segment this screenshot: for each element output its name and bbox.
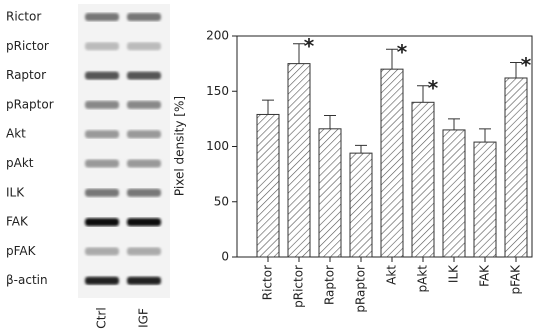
error-bar bbox=[386, 48, 398, 70]
blot-band bbox=[85, 188, 119, 197]
x-tick-label: Akt bbox=[385, 265, 399, 285]
y-tick-label: 50 bbox=[214, 194, 229, 208]
lane-label: Ctrl bbox=[95, 307, 109, 328]
blot-band bbox=[85, 42, 119, 51]
blot-band bbox=[85, 13, 119, 21]
error-bar bbox=[324, 115, 336, 129]
y-tick-label: 150 bbox=[206, 84, 229, 98]
blot-band bbox=[85, 218, 119, 227]
x-tick-label: pAkt bbox=[416, 265, 430, 293]
error-bar bbox=[510, 62, 522, 78]
blot-row-label: pAkt bbox=[6, 156, 34, 170]
blot-row-label: pFAK bbox=[6, 244, 37, 258]
blot-band bbox=[127, 71, 161, 80]
bar bbox=[473, 141, 497, 258]
bar bbox=[504, 77, 528, 258]
bar bbox=[318, 128, 342, 258]
significance-mark: * bbox=[428, 76, 439, 100]
significance-mark: * bbox=[397, 40, 408, 64]
error-bar bbox=[293, 43, 305, 64]
blot-band bbox=[127, 100, 161, 109]
bar bbox=[256, 113, 280, 258]
significance-mark: * bbox=[521, 53, 532, 77]
bar bbox=[411, 101, 435, 258]
blot-band bbox=[127, 130, 161, 139]
bar bbox=[287, 63, 311, 258]
lane-label: IGF bbox=[137, 308, 151, 328]
x-tick-label: ILK bbox=[447, 264, 461, 283]
blot-band bbox=[127, 159, 161, 168]
blot-band bbox=[85, 71, 119, 80]
blot-band bbox=[85, 276, 119, 285]
error-bar bbox=[417, 85, 429, 103]
blot-band bbox=[85, 247, 119, 256]
y-tick-label: 0 bbox=[221, 250, 229, 264]
error-bar bbox=[262, 99, 274, 115]
error-bar bbox=[355, 144, 367, 154]
x-tick-label: FAK bbox=[478, 264, 492, 287]
y-tick-label: 200 bbox=[206, 29, 229, 43]
error-bar bbox=[479, 128, 491, 143]
x-tick-label: pRictor bbox=[292, 265, 306, 308]
blot-band bbox=[85, 100, 119, 109]
blot-band bbox=[127, 247, 161, 256]
x-tick-label: Raptor bbox=[323, 265, 337, 305]
blot-band bbox=[127, 276, 161, 285]
blot-band bbox=[85, 159, 119, 168]
y-tick-label: 100 bbox=[206, 139, 229, 153]
blot-row-label: pRictor bbox=[6, 39, 49, 53]
bar bbox=[380, 68, 404, 258]
blot-row-label: ILK bbox=[6, 185, 25, 199]
blot-band bbox=[127, 218, 161, 227]
blot-row-label: Raptor bbox=[6, 68, 46, 82]
x-tick-label: pFAK bbox=[509, 264, 523, 295]
x-tick-label: Rictor bbox=[261, 265, 275, 300]
blot-row-label: pRaptor bbox=[6, 97, 54, 111]
blot-row-label: FAK bbox=[6, 215, 29, 229]
y-axis-label: Pixel density [%] bbox=[173, 96, 187, 196]
blot-row-label: Akt bbox=[6, 127, 26, 141]
blot-row-label: β-actin bbox=[6, 273, 48, 287]
blot-band bbox=[127, 188, 161, 197]
blot-band bbox=[127, 13, 161, 21]
bar bbox=[349, 152, 373, 258]
blot-row-label: Rictor bbox=[6, 10, 41, 24]
blot-band bbox=[85, 130, 119, 139]
error-bar bbox=[448, 118, 460, 130]
blot-band bbox=[127, 42, 161, 51]
significance-mark: * bbox=[304, 34, 315, 58]
bar bbox=[442, 129, 466, 258]
x-tick-label: pRaptor bbox=[354, 265, 368, 313]
